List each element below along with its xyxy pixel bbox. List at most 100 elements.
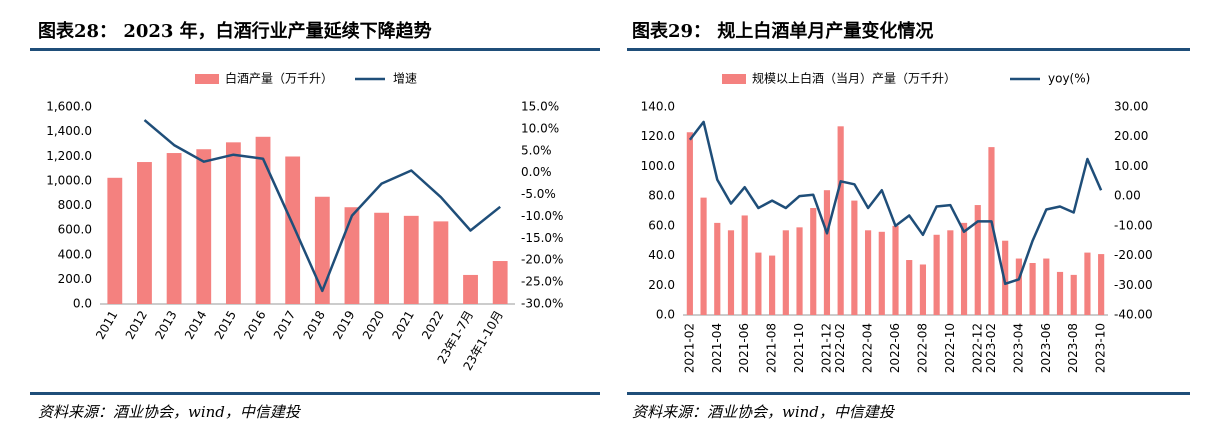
y-tick-label: 80.0 [648,189,675,203]
bar [755,252,762,315]
legend-label: 增速 [393,72,417,86]
y2-tick-label: 0.00 [1114,189,1141,203]
bar [823,190,831,315]
bar [1015,258,1022,315]
bar [314,196,330,304]
y2-tick-label: -5.0% [521,187,556,201]
bar [344,207,360,304]
legend-label: 白酒产量（万千升） [225,71,333,86]
bar [892,225,899,315]
y2-tick-label: -10.0% [521,209,563,223]
y2-tick-label: -20.00 [1114,248,1153,262]
legend-swatch [722,74,746,84]
bar [906,260,913,315]
y-tick-label: 200.0 [58,272,92,286]
y-tick-label: 1,000.0 [46,173,92,187]
x-tick-label: 2023-04 [1011,323,1025,373]
y2-tick-label: 20.00 [1114,129,1148,143]
x-tick-label: 2023-08 [1066,323,1080,373]
legend-label: 规模以上白酒（当月）产量（万千升） [752,71,956,86]
legend-swatch [195,74,219,84]
x-tick-label: 2020 [360,308,387,341]
y-tick-label: 40.0 [648,248,675,262]
x-tick-label: 2021-06 [737,323,751,373]
x-tick-label: 2016 [241,308,268,341]
x-tick-label: 2022-02 [833,323,847,373]
x-tick-label: 2021-10 [792,323,806,373]
x-tick-label: 2023-10 [1094,323,1108,373]
bar [988,147,995,315]
bar [810,208,817,315]
y-tick-label: 400.0 [58,247,92,261]
legend-label: yoy(%) [1048,72,1090,86]
bar [741,215,748,315]
y2-tick-label: -20.0% [521,253,563,267]
bar [769,255,776,315]
x-tick-label: 2022-12 [970,323,984,373]
bar [1029,263,1036,315]
bar [974,205,981,315]
y-tick-label: 1,600.0 [46,100,92,114]
bar [947,230,954,315]
title-rule [30,48,600,51]
chart-title: 图表29： 规上白酒单月产量变化情况 [632,20,933,42]
bar [107,177,123,304]
bar [374,212,390,304]
bar [285,156,301,304]
bar [878,231,885,315]
y-tick-label: 600.0 [58,223,92,237]
bar [727,230,735,315]
footer-rule [30,392,600,395]
x-tick-label: 2019 [330,308,357,341]
x-tick-label: 2022-06 [888,323,902,373]
bar [166,153,182,304]
x-tick-label: 2021-12 [819,323,833,373]
y2-tick-label: 10.00 [1114,159,1148,173]
x-tick-label: 2021-02 [682,323,696,373]
line-series [688,120,1103,286]
bar [1084,252,1091,315]
y2-tick-label: -25.0% [521,275,563,289]
x-tick-label: 2018 [301,308,328,341]
source-note: 资料来源：酒业协会，wind，中信建投 [38,403,302,421]
x-tick-label: 2022-10 [943,323,957,373]
y-tick-label: 20.0 [648,278,675,292]
y2-tick-label: -40.00 [1114,308,1153,322]
bar [225,142,241,304]
bar [463,274,478,304]
x-tick-label: 2022-04 [861,323,875,373]
bar [864,230,872,315]
bar [837,126,844,315]
y-tick-label: 140.0 [641,100,675,114]
y2-tick-label: -15.0% [521,231,563,245]
chart-title: 图表28： 2023 年，白酒行业产量延续下降趋势 [38,20,432,42]
y2-tick-label: 5.0% [521,143,552,157]
bar [255,136,271,304]
y-tick-label: 60.0 [648,218,675,232]
bar [1002,240,1009,315]
y2-tick-label: 0.0% [521,165,552,179]
footer-rule [627,392,1190,395]
x-tick-label: 2014 [182,308,209,341]
bar [782,230,789,315]
bar [714,222,721,315]
x-tick-label: 2012 [123,308,150,341]
x-tick-label: 2021-08 [765,323,779,373]
bar [851,200,858,315]
x-tick-label: 2011 [93,308,120,341]
y-tick-label: 120.0 [641,129,675,143]
y-tick-label: 1,400.0 [46,124,92,138]
x-tick-label: 2013 [152,308,179,341]
y-tick-label: 0.0 [73,297,92,311]
y-tick-label: 100.0 [641,159,675,173]
x-tick-label: 2021 [389,308,416,341]
x-tick-label: 2015 [212,308,239,341]
y2-tick-label: 30.00 [1114,100,1148,114]
line-series [143,119,501,293]
bar [960,222,968,315]
x-tick-label: 2023-06 [1039,323,1053,373]
bar [433,221,449,304]
source-note: 资料来源：酒业协会，wind，中信建投 [632,403,896,421]
title-rule [627,48,1190,51]
